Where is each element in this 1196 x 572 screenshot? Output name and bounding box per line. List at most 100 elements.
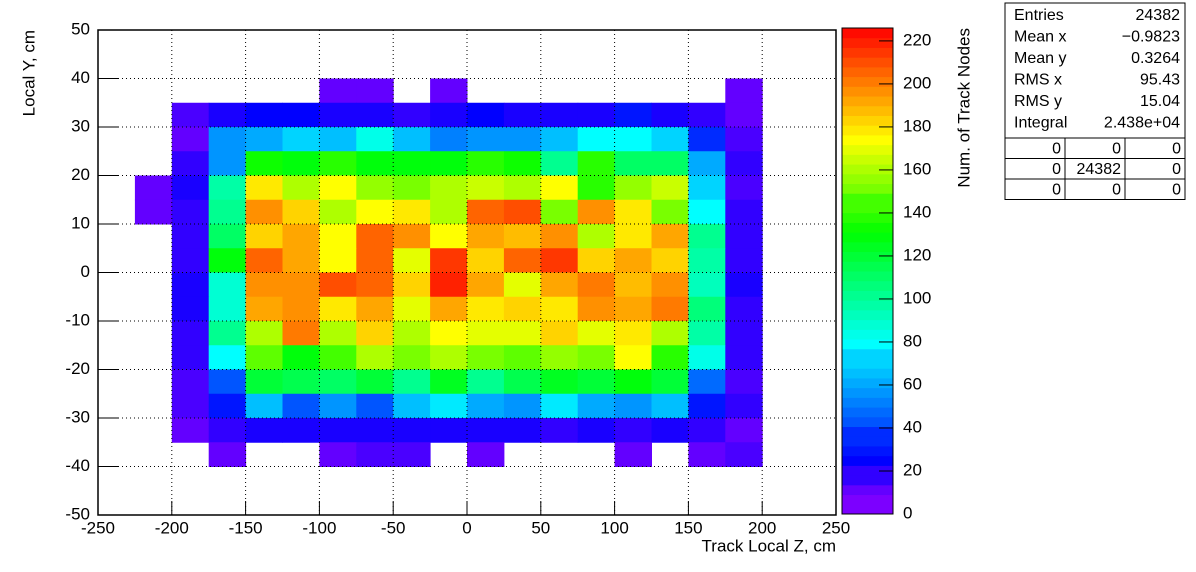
heat-cell: [171, 175, 210, 201]
heat-cell: [503, 272, 542, 298]
heat-cell: [393, 369, 431, 395]
heat-cell: [245, 175, 283, 201]
y-tick-label: 40: [71, 68, 90, 87]
palette-band: [842, 358, 893, 369]
heat-cell: [356, 175, 394, 201]
heat-cell: [245, 393, 283, 419]
heat-cell: [356, 418, 394, 443]
palette-band: [842, 134, 893, 146]
heat-cell: [208, 393, 247, 419]
heat-cell: [503, 199, 542, 225]
heat-cell: [503, 369, 542, 395]
palette-band: [842, 494, 893, 505]
heat-cell: [540, 151, 579, 176]
heat-cell: [393, 418, 431, 443]
heat-cell: [503, 175, 542, 201]
heat-cell: [540, 102, 579, 128]
heat-cell: [614, 102, 652, 128]
heat-cell: [430, 296, 468, 322]
heat-cell: [577, 345, 616, 370]
heat-cell: [540, 272, 579, 298]
palette-band: [842, 339, 893, 350]
heat-cell: [577, 248, 616, 273]
heat-cell: [356, 272, 394, 298]
heat-cell: [577, 272, 616, 298]
palette-band: [842, 193, 893, 204]
heat-cell: [430, 418, 468, 443]
heat-cell: [245, 321, 283, 346]
heat-cell: [208, 224, 247, 249]
palette-band: [842, 319, 893, 330]
palette-band: [842, 57, 893, 68]
heat-cell: [688, 151, 726, 176]
palette-band: [842, 271, 893, 282]
heat-cell: [430, 127, 468, 152]
y-tick-label: 0: [81, 262, 90, 281]
heat-cell: [540, 345, 579, 370]
stats-name: Integral: [1014, 115, 1067, 132]
palette-band: [842, 455, 893, 466]
heat-cell: [614, 393, 652, 419]
x-tick-label: -250: [81, 518, 115, 537]
overflow-cell: 0: [1052, 161, 1061, 178]
heat-cell: [208, 127, 247, 152]
palette-band: [842, 37, 893, 48]
heat-cell: [725, 151, 763, 176]
palette-band: [842, 66, 893, 78]
heat-cell: [467, 248, 505, 273]
stats-name: RMS y: [1014, 93, 1062, 110]
heat-cell: [171, 102, 210, 128]
heat-cell: [651, 272, 689, 298]
heat-cell: [245, 102, 283, 128]
z-tick-label: 120: [903, 245, 931, 264]
heat-cell: [577, 102, 616, 128]
heat-cell: [503, 393, 542, 419]
heat-cell: [171, 369, 210, 395]
heat-cell: [171, 151, 210, 176]
heat-cell: [467, 199, 505, 225]
heat-cell: [725, 175, 763, 201]
heat-cell: [614, 224, 652, 249]
palette-band: [842, 86, 893, 97]
heat-cell: [282, 199, 320, 225]
overflow-cell: 24382: [1077, 161, 1122, 178]
heat-cell: [614, 248, 652, 273]
y-tick-label: 10: [71, 213, 90, 232]
palette-band: [842, 164, 893, 175]
z-tick-label: 0: [903, 503, 912, 522]
palette-band: [842, 212, 893, 223]
heat-cell: [614, 175, 652, 201]
heat-cell: [208, 369, 247, 395]
heat-cell: [430, 199, 468, 225]
heat-cell: [577, 321, 616, 346]
heat-cell: [467, 224, 505, 249]
heat-cell: [540, 175, 579, 201]
heat-cell: [688, 442, 726, 467]
heat-cell: [725, 272, 763, 298]
palette-band: [842, 387, 893, 398]
z-tick-label: 140: [903, 202, 931, 221]
stats-value: 2.438e+04: [1104, 115, 1180, 132]
palette-band: [842, 436, 893, 447]
heat-cell: [356, 248, 394, 273]
heat-cell: [171, 272, 210, 298]
x-tick-label: 150: [674, 518, 702, 537]
heat-cell: [651, 248, 689, 273]
heat-cell: [467, 321, 505, 346]
heat-cell: [503, 418, 542, 443]
heat-cell: [503, 321, 542, 346]
palette-band: [842, 241, 893, 253]
heat-cell: [503, 345, 542, 370]
heat-cell: [393, 199, 431, 225]
heat-cell: [577, 418, 616, 443]
heat-cell: [540, 224, 579, 249]
y-tick-label: -10: [65, 310, 90, 329]
heat-cell: [614, 199, 652, 225]
heat-cell: [725, 345, 763, 370]
heat-cell: [282, 296, 320, 322]
heat-cell: [467, 442, 505, 467]
heat-cell: [134, 175, 173, 201]
heat-cell: [282, 175, 320, 201]
heat-cell: [467, 127, 505, 152]
stats-name: Mean y: [1014, 50, 1066, 67]
